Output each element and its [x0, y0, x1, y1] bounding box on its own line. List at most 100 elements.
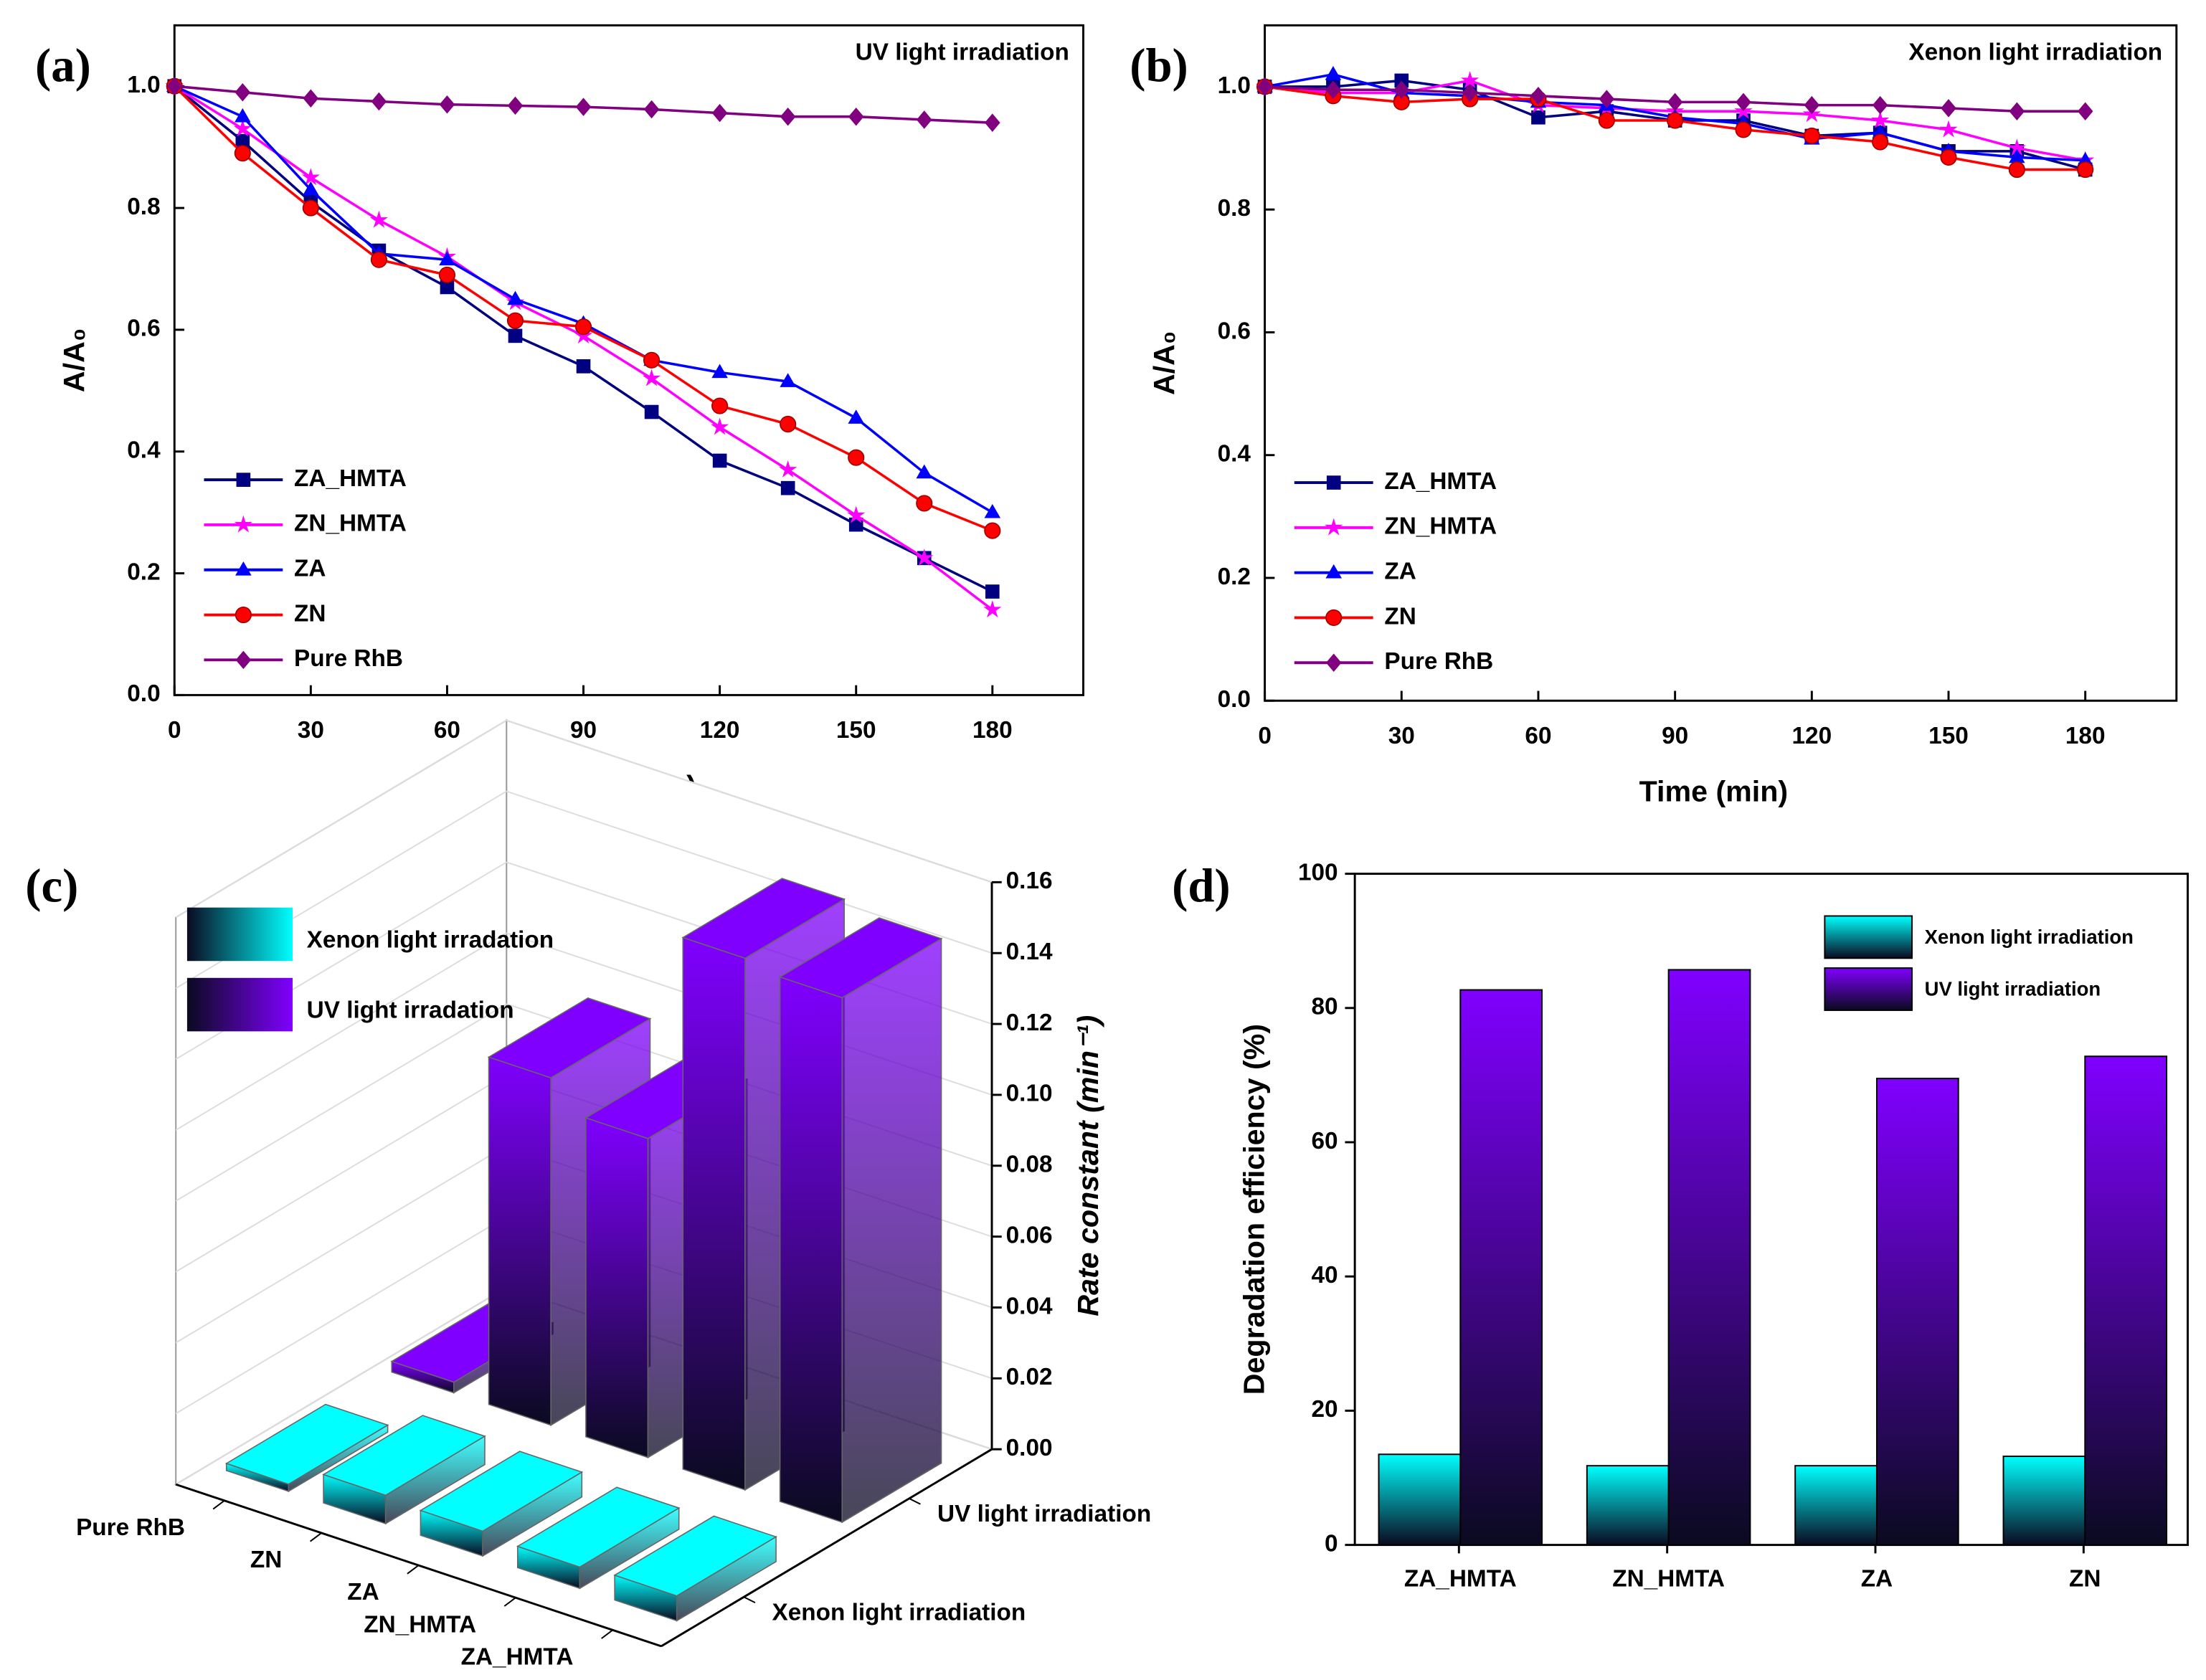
y-tick-label: 100 [1298, 859, 1338, 886]
y-tick-label: 0.8 [127, 194, 160, 220]
marker [983, 600, 1002, 618]
bar-front [585, 1116, 649, 1458]
marker [1325, 80, 1341, 99]
y-tick-label: 60 [1312, 1128, 1338, 1154]
x-tick-label: 30 [1388, 723, 1415, 749]
chart-title: Xenon light irradiation [1908, 39, 2162, 65]
legend-swatch [1824, 915, 1913, 959]
legend-swatch [1824, 967, 1913, 1011]
grid-line [175, 1215, 507, 1415]
grid-line [175, 1286, 507, 1486]
marker [1872, 95, 1888, 115]
marker [303, 181, 319, 196]
legend-label: ZN_HMTA [294, 511, 407, 537]
marker [1803, 127, 1820, 145]
marker [508, 328, 523, 343]
legend-marker [1325, 518, 1343, 536]
legend-label: ZA [1384, 558, 1416, 584]
depth-label: UV light irradiation [937, 1501, 1151, 1527]
legend-marker [1326, 475, 1341, 490]
x-tick-label: 60 [434, 717, 460, 744]
marker [2077, 102, 2093, 120]
z-tick-label: 0.12 [1006, 1010, 1053, 1036]
x-tick-label: ZA_HMTA [1404, 1565, 1517, 1592]
bar-top [322, 1415, 486, 1496]
marker [507, 290, 524, 305]
grid-line [506, 790, 993, 954]
marker [779, 460, 797, 478]
y-axis-title: A/A₀ [57, 328, 90, 393]
plot-frame [1264, 24, 2178, 702]
marker [780, 415, 797, 433]
y-tick-label: 1.0 [1218, 72, 1251, 99]
marker [1325, 66, 1342, 80]
chart-title: UV light irradiation [856, 39, 1069, 65]
y-tick-label: 0.2 [1218, 564, 1251, 590]
marker [985, 113, 1000, 132]
marker [1598, 112, 1615, 129]
bar-top [681, 878, 846, 959]
legend-marker [1325, 653, 1342, 673]
bar-front [779, 976, 843, 1524]
x-tick-label: 90 [570, 717, 597, 744]
bar [224, 1403, 389, 1493]
marker [984, 522, 1001, 539]
x-tick-label: 120 [1792, 723, 1832, 749]
legend-swatch [186, 907, 293, 962]
bar [419, 1451, 584, 1557]
x-tick-label: 150 [1928, 723, 1969, 749]
legend-label: Pure RhB [1384, 648, 1493, 675]
marker [234, 145, 251, 162]
marker [440, 280, 455, 295]
bar-top [778, 917, 943, 999]
y-tick-label: 0.2 [127, 559, 160, 585]
marker [302, 199, 319, 217]
y-tick-label: 0.4 [127, 437, 161, 464]
bar [2084, 1055, 2168, 1546]
grid-line [175, 1003, 507, 1202]
marker [1530, 87, 1546, 105]
category-tick [309, 1532, 322, 1542]
legend-label: UV light irradation [307, 997, 514, 1024]
bar [1875, 1078, 1959, 1546]
marker [1462, 83, 1478, 103]
marker [439, 95, 455, 114]
depth-tick [743, 1596, 756, 1603]
z-tick-label: 0.10 [1006, 1081, 1053, 1107]
x-tick-label: ZN [2069, 1565, 2101, 1592]
marker [576, 359, 591, 374]
marker [371, 92, 387, 111]
marker [370, 251, 387, 268]
legend-label: Xenon light irradiation [1925, 926, 2134, 948]
marker [985, 584, 1000, 599]
bar [322, 1415, 486, 1525]
marker [644, 404, 659, 419]
marker [1872, 133, 1889, 151]
legend-label: ZN_HMTA [1384, 513, 1497, 540]
marker [1735, 121, 1752, 138]
marker [711, 417, 729, 435]
bar [516, 1486, 681, 1590]
z-tick-label: 0.04 [1006, 1293, 1053, 1319]
marker [2008, 161, 2025, 179]
marker [916, 110, 932, 129]
legend-marker [1325, 564, 1343, 579]
y-axis-title: A/A₀ [1147, 331, 1180, 396]
bar [1794, 1465, 1878, 1546]
y-tick-label: 20 [1312, 1396, 1338, 1423]
x-tick-label: ZA [1861, 1565, 1893, 1592]
marker [506, 312, 524, 329]
panel-label: (a) [35, 39, 91, 92]
marker [711, 397, 729, 414]
legend-marker [235, 561, 252, 576]
y-tick-label: 0.8 [1218, 195, 1251, 222]
bar [1459, 989, 1543, 1546]
marker [847, 506, 866, 523]
y-tick-label: 0.0 [127, 680, 160, 707]
legend-label: ZA_HMTA [294, 465, 407, 492]
x-tick-label: ZN_HMTA [1612, 1565, 1725, 1592]
category-label: ZA_HMTA [461, 1643, 574, 1670]
marker [780, 373, 796, 387]
marker [574, 318, 592, 336]
